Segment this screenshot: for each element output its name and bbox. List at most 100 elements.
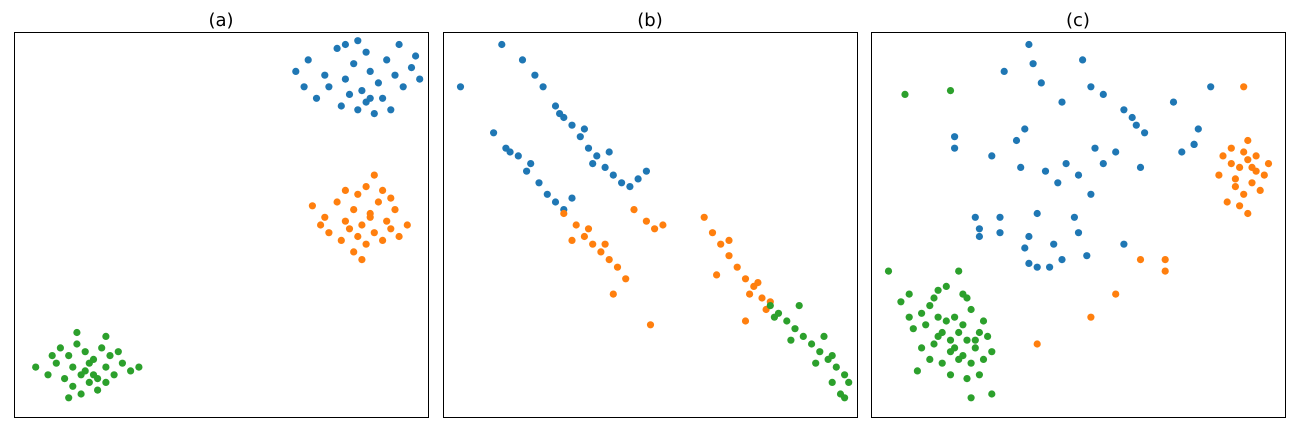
panel-a-series-0-point-29: [366, 94, 374, 102]
panel-c-series-0-point-6: [1128, 113, 1136, 122]
panel-b-series-0-point-9: [593, 152, 601, 160]
panel-a-series-2-point-19: [106, 352, 114, 360]
panel-c-series-1-point-1: [1227, 160, 1235, 168]
panel-a-series-1-point-3: [341, 217, 349, 225]
panel-b: (b): [443, 10, 858, 418]
panel-a-series-0-point-24: [362, 48, 370, 56]
panel-c-series-0-point-8: [1169, 98, 1178, 106]
panel-b-series-2-point-16: [812, 359, 820, 367]
panel-c-series-1-point-7: [1240, 190, 1248, 198]
panel-b-series-2-point-12: [828, 352, 836, 360]
panel-b-series-2-point-10: [845, 378, 853, 386]
panel-c-series-0-point-43: [1207, 83, 1215, 91]
panel-b-series-1-point-30: [725, 236, 733, 244]
panel-a-series-2-point-8: [102, 363, 110, 371]
panel-c-series-2-point-8: [922, 321, 930, 329]
panel-b-series-1-point-16: [700, 213, 708, 221]
panel-c-series-0-point-34: [1074, 229, 1083, 237]
panel-a-series-0-point-23: [341, 40, 349, 49]
panel-a-series-0-point-11: [399, 83, 407, 91]
panel-a-series-1-point-15: [370, 229, 378, 237]
panel-a-series-0-point-5: [350, 60, 358, 68]
panel-a-series-2-point-25: [65, 394, 73, 402]
panel-b-series-0-point-6: [568, 121, 576, 129]
panel-b-series-0-point-30: [589, 160, 597, 168]
panel-c-series-0-point-10: [1194, 125, 1202, 133]
panel-a-series-2-point-24: [102, 378, 110, 386]
panel-b-series-2-point-18: [828, 378, 836, 386]
panel-a-series-2-point-18: [98, 344, 106, 352]
panel-c-series-1-point-21: [1161, 256, 1169, 264]
panel-c-series-2-point-11: [934, 313, 942, 321]
panel-a-series-1-point-0: [308, 202, 316, 210]
panel-b-series-1-point-19: [725, 252, 733, 260]
panel-b-series-0-point-27: [556, 110, 564, 118]
panel-b-series-2-point-13: [795, 302, 803, 310]
panel-b-series-1-point-4: [597, 248, 605, 256]
panel-b-series-0-point-31: [527, 160, 535, 168]
panel-b-series-1-point-9: [601, 240, 609, 248]
panel-a-series-2-point-26: [73, 328, 81, 337]
panel-b-series-0-point-4: [551, 102, 560, 110]
panel-a-series-0-point-15: [325, 83, 333, 91]
panel-a: (a): [14, 10, 429, 418]
panel-c-series-2-point-34: [913, 367, 922, 375]
panel-b-series-2-point-3: [791, 325, 799, 333]
panel-a-series-1-point-27: [387, 194, 395, 202]
panel-b-series-0-point-14: [634, 175, 642, 183]
panel-c-series-0-point-24: [1021, 244, 1029, 252]
panel-c-series-2-point-13: [942, 317, 950, 325]
panel-a-series-1-point-11: [337, 236, 345, 244]
panel-a-series-0-point-14: [312, 94, 321, 102]
panel-b-series-1-point-12: [630, 206, 638, 214]
panel-c-series-2-point-42: [930, 340, 938, 348]
panel-c-series-1-point-17: [1252, 152, 1260, 160]
panel-b-series-2-point-5: [808, 340, 816, 348]
panel-b-series-1-point-3: [589, 240, 597, 248]
panel-c-series-0-point-17: [1054, 179, 1062, 187]
panel-c-series-2-point-24: [988, 348, 996, 356]
panel-b-series-1-point-29: [741, 317, 750, 325]
panel-a-series-0-point-22: [387, 106, 395, 114]
panel-c-series-0-point-44: [1037, 79, 1045, 87]
panel-a-series-2-point-2: [52, 359, 60, 367]
panel-a-series-1-point-18: [395, 232, 403, 241]
panel-c-series-1-point-6: [1231, 183, 1239, 191]
panel-c-frame: [871, 32, 1286, 418]
panel-c-series-0-point-41: [1190, 140, 1198, 148]
panel-b-series-1-point-8: [584, 225, 593, 233]
panel-c-series-2-point-2: [884, 267, 893, 275]
panel-b-series-1-point-28: [646, 321, 655, 329]
panel-a-series-2-point-15: [73, 340, 81, 348]
panel-b-series-2-point-14: [770, 313, 779, 321]
panel-b-series-1-point-5: [605, 256, 613, 264]
panel-a-series-2-point-1: [44, 371, 52, 379]
panel-a-series-2-point-3: [61, 375, 69, 383]
panel-b-series-1-point-15: [659, 221, 667, 229]
panel-c-series-1-point-22: [1161, 267, 1169, 275]
panel-c-series-0-point-37: [1099, 160, 1107, 168]
panel-a-series-0-point-10: [391, 71, 399, 79]
panel-a-series-2-point-22: [85, 378, 93, 386]
panel-c-series-2-point-14: [946, 336, 955, 344]
panel-a-title: (a): [208, 10, 233, 31]
panel-c-series-0-point-22: [1033, 209, 1041, 218]
panel-a-series-2-point-11: [127, 367, 135, 375]
panel-a-series-1-point-25: [358, 256, 366, 264]
panel-c-series-0-point-14: [1012, 136, 1021, 145]
panel-c-series-2-point-23: [984, 332, 992, 340]
panel-a-series-1-point-14: [362, 240, 370, 248]
panel-b-series-0-point-25: [568, 194, 576, 202]
panel-c-series-2-point-18: [963, 336, 971, 344]
panel-c-series-2-point-36: [979, 355, 988, 363]
panel-c-series-2-point-0: [901, 90, 909, 98]
panel-c-series-2-point-22: [979, 317, 988, 325]
panel-b-series-0-point-8: [584, 144, 593, 152]
panel-a-series-2-point-17: [89, 355, 98, 363]
panel-a-series-0-point-20: [370, 110, 378, 118]
panel-b-series-0-point-3: [539, 83, 547, 91]
panel-a-series-0-point-7: [366, 67, 374, 75]
panel-c-series-0-point-0: [1000, 67, 1008, 75]
panel-b-series-1-point-14: [651, 225, 659, 233]
panel-c-series-2-point-3: [897, 298, 905, 306]
